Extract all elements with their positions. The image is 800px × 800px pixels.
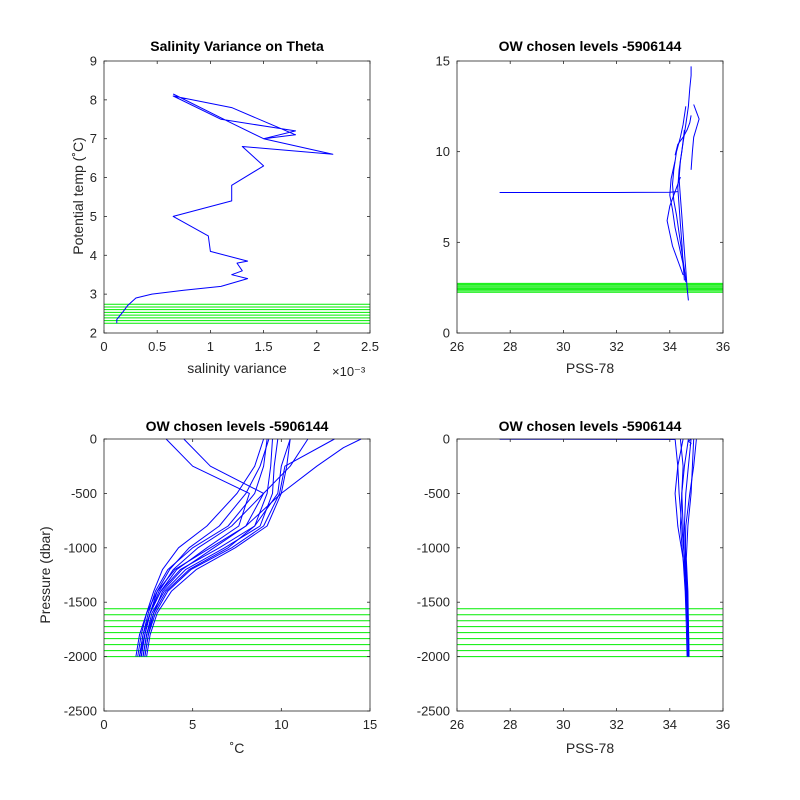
profile-series-line — [144, 438, 273, 657]
axes-frame — [456, 60, 724, 334]
profile-series-line — [678, 66, 692, 301]
x-tick-label: 5 — [189, 717, 196, 732]
profile-series-line — [139, 438, 268, 657]
y-tick-label: -2500 — [64, 704, 97, 719]
profile-series-line — [499, 191, 678, 193]
axes-frame — [103, 438, 371, 712]
x-tick-label: 30 — [556, 339, 570, 354]
x-tick-label: 28 — [503, 339, 517, 354]
y-tick-label: 4 — [90, 248, 97, 263]
subplot-title: OW chosen levels -5906144 — [146, 418, 329, 434]
x-tick-label: 36 — [716, 717, 730, 732]
x-tick-label: 15 — [363, 717, 377, 732]
x-tick-label: 1.5 — [255, 339, 273, 354]
profile-series-line — [685, 438, 695, 657]
y-tick-label: 8 — [90, 92, 97, 107]
y-tick-label: -1500 — [64, 595, 97, 610]
y-tick-label: 15 — [436, 54, 450, 69]
x-tick-label: 26 — [450, 339, 464, 354]
y-tick-label: 3 — [90, 287, 97, 302]
y-axis-label: Potential temp (˚C) — [70, 137, 86, 254]
x-tick-label: 10 — [274, 717, 288, 732]
profile-series-line — [137, 438, 265, 657]
profile-series-line — [677, 129, 685, 281]
x-tick-label: 0.5 — [148, 339, 166, 354]
subplot-title: OW chosen levels -5906144 — [499, 418, 682, 434]
y-tick-label: -2000 — [417, 649, 450, 664]
profile-series-line — [140, 438, 270, 657]
x-tick-label: 34 — [663, 717, 677, 732]
profile-series-line — [666, 176, 684, 276]
salinity-levels-subplot: OW chosen levels -5906144 PSS-78 26 28 30 3… — [436, 38, 731, 376]
y-tick-label: -1000 — [417, 540, 450, 555]
y-tick-label: 7 — [90, 131, 97, 146]
y-tick-label: -500 — [71, 486, 97, 501]
x-axis-label: PSS-78 — [566, 360, 614, 376]
x-tick-label: 26 — [450, 717, 464, 732]
profile-series-line — [144, 438, 335, 657]
x-tick-label: 34 — [663, 339, 677, 354]
x-tick-label: 0 — [100, 339, 107, 354]
x-exponent-label: ×10⁻³ — [332, 364, 366, 379]
profile-series-line — [687, 438, 692, 446]
y-tick-label: 0 — [443, 432, 450, 447]
y-axis-label: Pressure (dbar) — [37, 526, 53, 623]
profile-series-line — [674, 438, 688, 657]
y-tick-label: 10 — [436, 144, 450, 159]
y-tick-label: 2 — [90, 326, 97, 341]
x-axis-label: PSS-78 — [566, 740, 614, 756]
x-axis-label: salinity variance — [187, 360, 287, 376]
profile-series-line — [146, 438, 291, 657]
y-tick-label: 5 — [443, 235, 450, 250]
x-tick-label: 2.5 — [361, 339, 379, 354]
x-tick-label: 32 — [609, 339, 623, 354]
profile-series-line — [142, 438, 265, 657]
x-tick-label: 30 — [556, 717, 570, 732]
x-axis-label: ˚C — [230, 740, 245, 756]
salinity-pressure-subplot: OW chosen levels -5906144 PSS-78 26 28 30 3… — [417, 418, 730, 756]
subplot-title: OW chosen levels -5906144 — [499, 38, 682, 54]
y-tick-label: -500 — [424, 486, 450, 501]
profile-series-line — [135, 438, 362, 657]
x-tick-label: 0 — [100, 717, 107, 732]
axes-frame — [456, 438, 724, 712]
profile-series-line — [674, 115, 692, 156]
y-tick-label: -2500 — [417, 704, 450, 719]
x-tick-label: 36 — [716, 339, 730, 354]
y-tick-label: 6 — [90, 170, 97, 185]
y-tick-label: 5 — [90, 209, 97, 224]
y-tick-label: -1000 — [64, 540, 97, 555]
x-tick-label: 2 — [313, 339, 320, 354]
y-tick-label: 0 — [90, 432, 97, 447]
salinity-variance-subplot: Salinity Variance on Theta salinity vari… — [70, 38, 379, 379]
x-tick-label: 1 — [207, 339, 214, 354]
y-tick-label: -1500 — [417, 595, 450, 610]
y-tick-label: 0 — [443, 326, 450, 341]
y-tick-label: 9 — [90, 54, 97, 69]
profile-series-line — [681, 438, 689, 657]
profile-series-line — [139, 438, 250, 657]
profile-series-line — [142, 438, 279, 657]
x-tick-label: 32 — [609, 717, 623, 732]
profile-series-line — [139, 438, 291, 657]
subplot-title: Salinity Variance on Theta — [150, 38, 324, 54]
profile-series-line — [669, 160, 687, 279]
temperature-pressure-subplot: OW chosen levels -5906144 ˚C Pressure (d… — [37, 418, 377, 756]
y-tick-label: -2000 — [64, 649, 97, 664]
axes-frame — [103, 60, 371, 334]
profile-series-line — [116, 93, 334, 324]
profile-series-line — [690, 104, 700, 170]
x-tick-label: 28 — [503, 717, 517, 732]
